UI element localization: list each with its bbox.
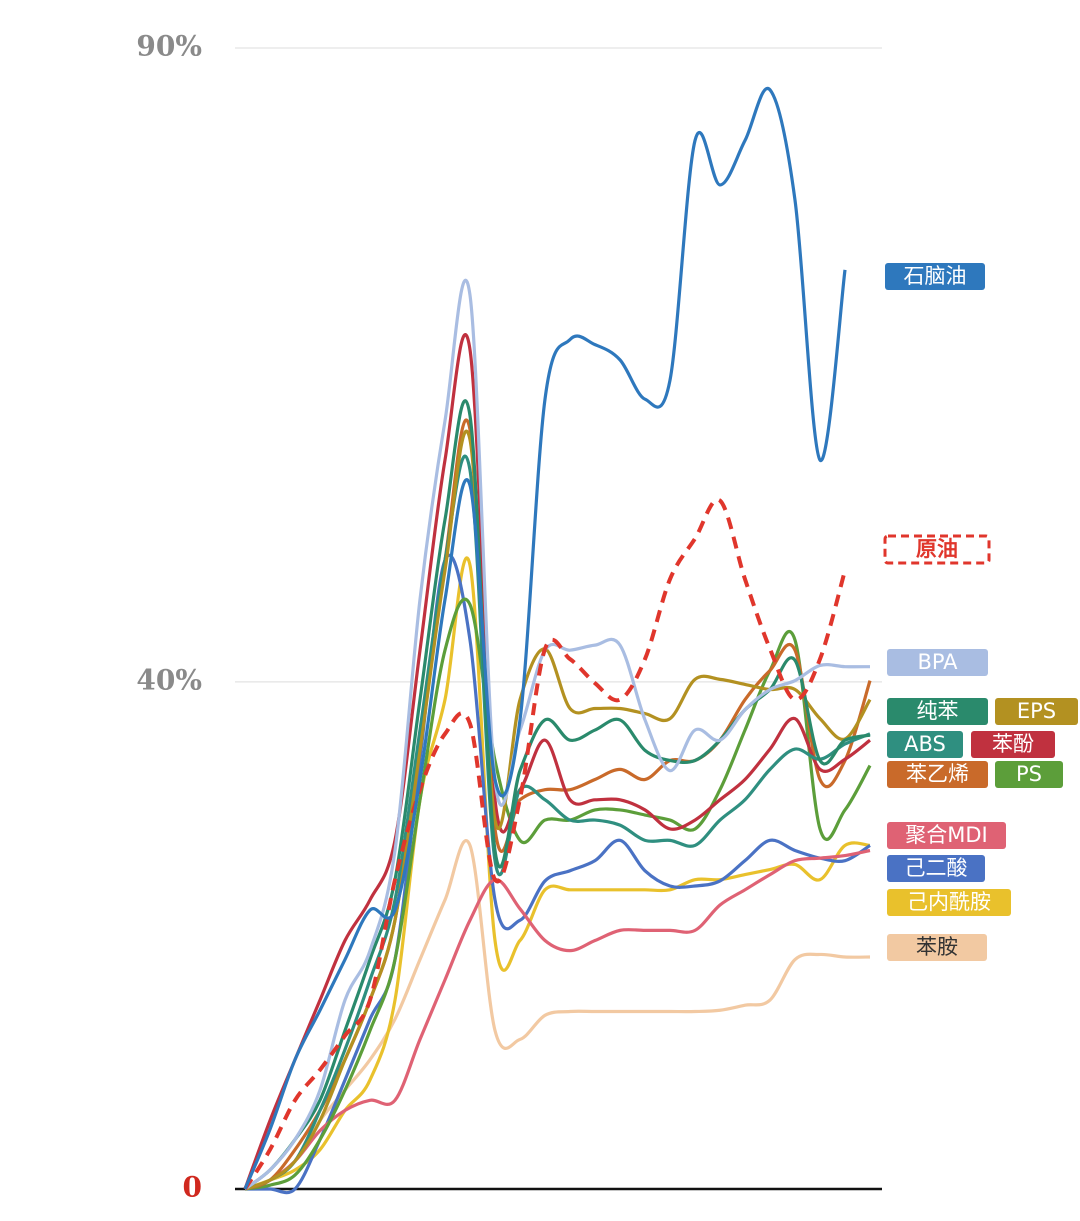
legend-item: 原油 <box>883 534 991 565</box>
legend-item: 苯胺 <box>887 934 987 961</box>
legend-item: 纯苯 <box>887 698 988 725</box>
legend-label: 苯乙烯 <box>906 762 969 786</box>
legend-item: 苯酚 <box>971 731 1055 758</box>
series-line <box>244 848 871 1191</box>
series-line <box>244 839 871 1191</box>
legend-label: EPS <box>1017 699 1056 723</box>
legend-label: ABS <box>904 732 946 756</box>
legend-swatch <box>887 889 1011 916</box>
series-line <box>245 553 871 1195</box>
legend-item: 苯乙烯 <box>887 761 988 788</box>
series-line <box>244 556 871 1191</box>
legend-swatch <box>995 698 1078 725</box>
legend-swatch <box>887 934 987 961</box>
legend-swatch <box>887 649 988 676</box>
legend-label: PS <box>1016 762 1042 786</box>
legend-swatch <box>887 822 1006 849</box>
series-line <box>243 86 847 1190</box>
legend-swatch <box>971 731 1055 758</box>
legend-label: 原油 <box>916 537 958 561</box>
series-line <box>244 454 871 1191</box>
legend-item: 聚合MDI <box>887 822 1006 849</box>
legend-swatch <box>887 855 985 882</box>
legend-swatch <box>887 761 988 788</box>
legend-swatch <box>887 698 988 725</box>
legend-label: 己内酰胺 <box>907 890 991 914</box>
legend-label: BPA <box>917 650 958 674</box>
legend-label: 石脑油 <box>904 264 967 288</box>
legend-item: EPS <box>995 698 1078 725</box>
legend-swatch <box>883 534 991 565</box>
y-tick-label: 90% <box>136 30 202 63</box>
legend-label: 己二酸 <box>905 856 968 880</box>
y-tick-label: 40% <box>136 663 202 696</box>
legend-item: 己二酸 <box>887 855 985 882</box>
legend-swatch <box>885 263 985 290</box>
legend-item: ABS <box>887 731 963 758</box>
legend-label: 纯苯 <box>917 699 959 723</box>
legend-label: 苯酚 <box>992 732 1034 756</box>
legend-item: BPA <box>887 649 988 676</box>
legend-item: PS <box>995 761 1063 788</box>
legend-swatch <box>887 731 963 758</box>
legend-item: 己内酰胺 <box>887 889 1011 916</box>
legend-item: 石脑油 <box>885 263 985 290</box>
series-line <box>243 497 847 1191</box>
legend-swatch <box>995 761 1063 788</box>
y-tick-label: 0 <box>183 1171 202 1204</box>
legend-label: 苯胺 <box>916 935 958 959</box>
legend-label: 聚合MDI <box>905 823 987 847</box>
